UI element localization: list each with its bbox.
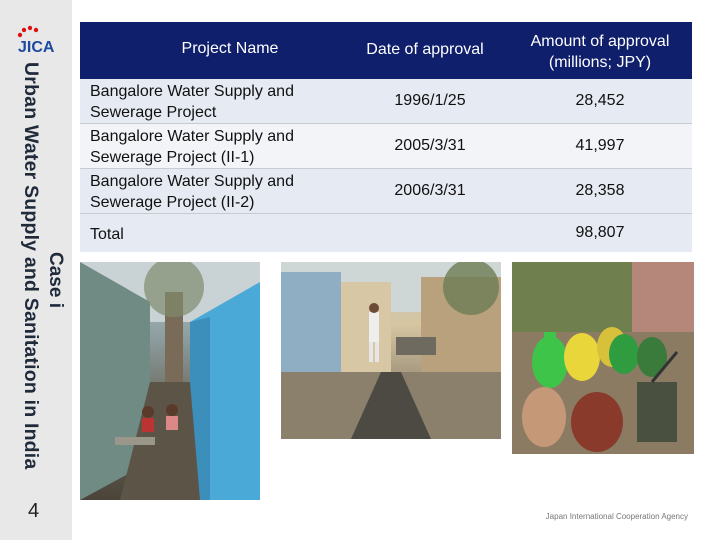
total-amount: 98,807 <box>575 224 625 241</box>
row-amount: 28,358 <box>575 182 625 199</box>
approval-table: Project Name Date of approval Amount of … <box>80 22 692 252</box>
row-project-name: Bangalore Water Supply and Sewerage Proj… <box>90 173 294 211</box>
footer-text: Japan International Cooperation Agency <box>545 512 688 521</box>
table-row: Bangalore Water Supply and Sewerage Proj… <box>80 169 692 214</box>
logo-text: JICA <box>18 39 55 56</box>
header-amount-line2: (millions; JPY) <box>548 54 652 71</box>
row-date: 2006/3/31 <box>394 182 466 199</box>
header-amount: Amount of approval (millions; JPY) <box>500 31 700 73</box>
photo-narrow-street <box>80 262 260 500</box>
row-date: 1996/1/25 <box>394 92 466 109</box>
header-project-name: Project Name <box>181 40 279 57</box>
photo-narrow-street-art <box>80 262 260 500</box>
total-label: Total <box>90 226 124 243</box>
vertical-title: Urban Water Supply and Sanitation in Ind… <box>12 62 42 492</box>
header-amount-line1: Amount of approval <box>530 33 670 50</box>
photo-open-drain-art <box>281 262 501 439</box>
table-row: Bangalore Water Supply and Sewerage Proj… <box>80 79 692 124</box>
photo-open-drain <box>281 262 501 439</box>
row-project-name: Bangalore Water Supply and Sewerage Proj… <box>90 83 294 121</box>
jica-logo: JICA <box>17 25 55 56</box>
table-header: Project Name Date of approval Amount of … <box>80 22 692 79</box>
row-amount: 28,452 <box>575 92 625 109</box>
page-number: 4 <box>28 500 40 522</box>
header-date: Date of approval <box>366 41 484 58</box>
vertical-case: Case i <box>40 252 66 332</box>
table-total-row: Total 98,807 <box>80 214 692 252</box>
row-project-name: Bangalore Water Supply and Sewerage Proj… <box>90 128 294 166</box>
table-row: Bangalore Water Supply and Sewerage Proj… <box>80 124 692 169</box>
row-amount: 41,997 <box>575 137 625 154</box>
case-label: Case i <box>45 252 66 308</box>
photo-water-pots <box>512 262 694 454</box>
photo-water-pots-art <box>512 262 694 454</box>
sidebar: JICA Urban Water Supply and Sanitation i… <box>0 0 72 540</box>
row-date: 2005/3/31 <box>394 137 466 154</box>
sidebar-title: Urban Water Supply and Sanitation in Ind… <box>20 62 42 470</box>
